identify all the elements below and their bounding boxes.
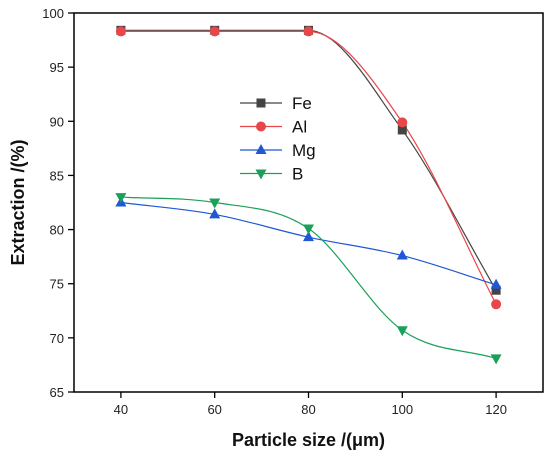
x-tick-label: 120: [485, 402, 507, 417]
point-al: [491, 299, 502, 310]
point-b: [209, 198, 221, 209]
x-axis: 40 60 80 100 120: [114, 392, 507, 417]
legend: Fe Al Mg B: [240, 94, 316, 184]
fit-curves: [120, 29, 497, 360]
curve-fe: [120, 29, 497, 291]
x-axis-title: Particle size /(μm): [232, 430, 385, 450]
curve-b: [120, 196, 497, 360]
point-b: [396, 326, 408, 337]
y-tick-label: 90: [50, 114, 64, 129]
x-tick-label: 60: [207, 402, 221, 417]
curve-mg: [120, 201, 497, 286]
data-points: [115, 25, 502, 365]
legend-marker-fe: [256, 98, 266, 108]
point-al: [397, 117, 408, 128]
point-b: [115, 193, 127, 204]
y-tick-label: 100: [42, 6, 64, 21]
y-axis: 65 70 75 80 85 90 95 100: [42, 6, 74, 400]
y-tick-label: 75: [50, 277, 64, 292]
point-fe: [397, 125, 407, 135]
point-al: [209, 26, 220, 37]
curve-al: [120, 30, 497, 305]
y-axis-title: Extraction /(%): [8, 139, 28, 265]
y-tick-label: 85: [50, 168, 64, 183]
plot-frame: [73, 12, 544, 393]
x-tick-label: 40: [114, 402, 128, 417]
legend-label-al: Al: [292, 118, 307, 137]
y-tick-label: 65: [50, 385, 64, 400]
point-mg: [396, 249, 408, 260]
point-mg: [209, 208, 221, 219]
x-tick-label: 80: [301, 402, 315, 417]
point-b: [490, 354, 502, 365]
y-tick-label: 80: [50, 223, 64, 238]
legend-label-mg: Mg: [292, 141, 316, 160]
point-mg: [490, 278, 502, 289]
legend-label-b: B: [292, 165, 303, 184]
point-fe: [491, 285, 501, 295]
x-tick-label: 100: [391, 402, 413, 417]
legend-marker-al: [256, 121, 266, 132]
point-al: [115, 26, 126, 37]
point-b: [303, 224, 314, 235]
legend-marker-mg: [255, 144, 267, 154]
y-tick-label: 70: [50, 331, 64, 346]
legend-marker-b: [255, 169, 267, 180]
legend-label-fe: Fe: [292, 94, 312, 113]
point-al: [303, 26, 314, 37]
point-mg: [303, 231, 314, 242]
y-tick-label: 95: [50, 60, 64, 75]
